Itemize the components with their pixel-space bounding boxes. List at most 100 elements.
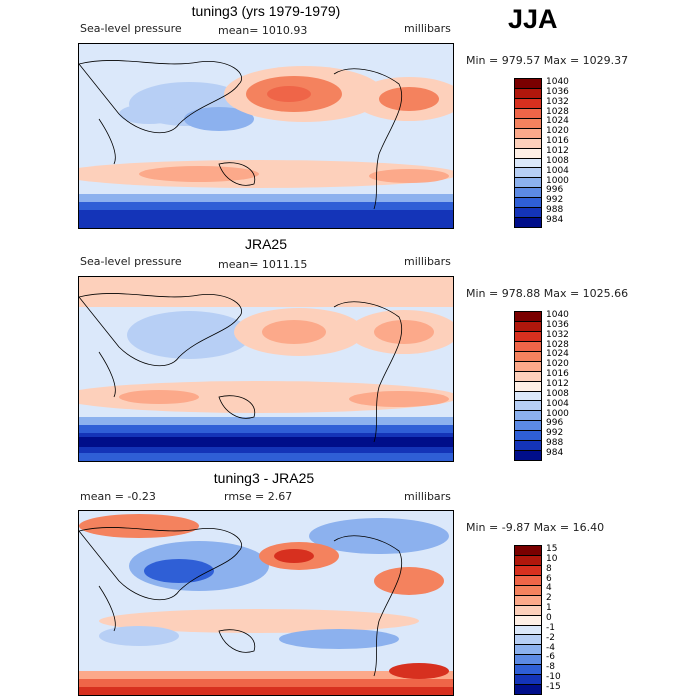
colorbar-swatch [515,341,541,352]
panel3-title: tuning3 - JRA25 [213,470,315,486]
colorbar-swatch [515,605,541,616]
colorbar-tick-label: 1004 [546,165,569,176]
colorbar-swatch [515,108,541,119]
colorbar-tick-label: 988 [546,438,564,449]
colorbar-tick-label: 1028 [546,339,569,350]
colorbar-tick-label: -6 [546,652,555,663]
colorbar-swatch [515,575,541,586]
colorbar-tick-label: 4 [546,583,552,594]
colorbar-tick-label: 992 [546,195,564,206]
colorbar-swatch [515,198,541,209]
colorbar-tick-label: 1036 [546,319,569,330]
colorbar-swatch [515,312,541,322]
colorbar-swatch [515,331,541,342]
panel1-colorbar [514,78,542,228]
panel1-map [78,43,454,229]
panel3-colorbar [514,545,542,695]
colorbar-swatch [515,585,541,596]
colorbar-tick-label: 1 [546,603,552,614]
colorbar-tick-label: 0 [546,613,552,623]
colorbar-tick-label: -10 [546,672,561,683]
panel1-title: tuning3 (yrs 1979-1979) [191,3,341,19]
colorbar-tick-label: 1012 [546,379,569,389]
colorbar-tick-label: 1024 [546,349,569,360]
colorbar-swatch [515,565,541,576]
colorbar-tick-label: 984 [546,448,564,459]
colorbar-tick-label: 10 [546,553,558,564]
colorbar-tick-label: 1020 [546,359,569,370]
colorbar-tick-label: 1008 [546,155,569,166]
panel3-map [78,510,454,696]
colorbar-swatch [515,218,541,228]
panel3-mean: mean = -0.23 [80,490,156,503]
colorbar-swatch [515,401,541,412]
colorbar-swatch [515,208,541,219]
colorbar-tick-label: 996 [546,418,564,429]
colorbar-tick-label: 996 [546,185,564,196]
colorbar-swatch [515,665,541,676]
colorbar-tick-label: 1032 [546,96,569,107]
panel2-colorbar [514,311,542,461]
colorbar-swatch [515,381,541,392]
colorbar-tick-label: -8 [546,662,555,673]
colorbar-tick-label: 1036 [546,86,569,97]
colorbar-swatch [515,371,541,382]
panel3-minmax: Min = -9.87 Max = 16.40 [466,521,605,534]
panel2-minmax: Min = 978.88 Max = 1025.66 [466,287,629,300]
panel3-colorbar-labels: 15 10 8 6 4 2 1 0 -1 -2 -4 -6 -8 -10 -15 [546,543,586,693]
colorbar-swatch [515,178,541,189]
colorbar-swatch [515,451,541,461]
colorbar-tick-label: 1024 [546,116,569,127]
colorbar-tick-label: -15 [546,682,561,693]
colorbar-swatch [515,98,541,109]
colorbar-tick-label: 1040 [546,309,569,320]
colorbar-tick-label: 992 [546,428,564,439]
panel1-minmax: Min = 979.57 Max = 1029.37 [466,54,629,67]
colorbar-swatch [515,675,541,686]
colorbar-swatch [515,411,541,422]
panel3-units: millibars [404,490,451,503]
colorbar-swatch [515,351,541,362]
colorbar-swatch [515,555,541,566]
colorbar-swatch [515,158,541,169]
colorbar-swatch [515,138,541,149]
colorbar-swatch [515,168,541,179]
colorbar-tick-label: 1004 [546,398,569,409]
colorbar-tick-label: -4 [546,642,555,653]
colorbar-tick-label: 1000 [546,175,569,186]
colorbar-swatch [515,188,541,199]
panel1-variable: Sea-level pressure [80,22,182,35]
panel3-rmse: rmse = 2.67 [224,490,293,503]
colorbar-tick-label: 1020 [546,126,569,137]
panel1-mean: mean= 1010.93 [218,24,308,37]
panel2-title: JRA25 [244,236,288,252]
colorbar-swatch [515,655,541,666]
panel2-variable: Sea-level pressure [80,255,182,268]
colorbar-swatch [515,421,541,432]
colorbar-tick-label: 6 [546,573,552,584]
colorbar-tick-label: 1016 [546,369,569,380]
season-label: JJA [508,4,558,34]
colorbar-tick-label: 1008 [546,388,569,399]
colorbar-swatch [515,595,541,606]
colorbar-swatch [515,391,541,402]
panel2-units: millibars [404,255,451,268]
colorbar-tick-label: 15 [546,543,558,554]
colorbar-tick-label: 1016 [546,136,569,147]
colorbar-swatch [515,79,541,89]
colorbar-swatch [515,361,541,372]
colorbar-swatch [515,645,541,656]
panel1-colorbar-labels: 1040 1036 1032 1028 1024 1020 1016 1012 1008 1004… [546,77,586,226]
colorbar-swatch [515,685,541,695]
colorbar-swatch [515,431,541,442]
colorbar-swatch [515,148,541,159]
panel1-units: millibars [404,22,451,35]
colorbar-swatch [515,615,541,626]
colorbar-swatch [515,441,541,452]
colorbar-tick-label: 1028 [546,106,569,117]
colorbar-tick-label: 1000 [546,408,569,419]
colorbar-swatch [515,118,541,129]
colorbar-tick-label: 2 [546,593,552,604]
colorbar-swatch [515,88,541,99]
panel2-mean: mean= 1011.15 [218,258,308,271]
